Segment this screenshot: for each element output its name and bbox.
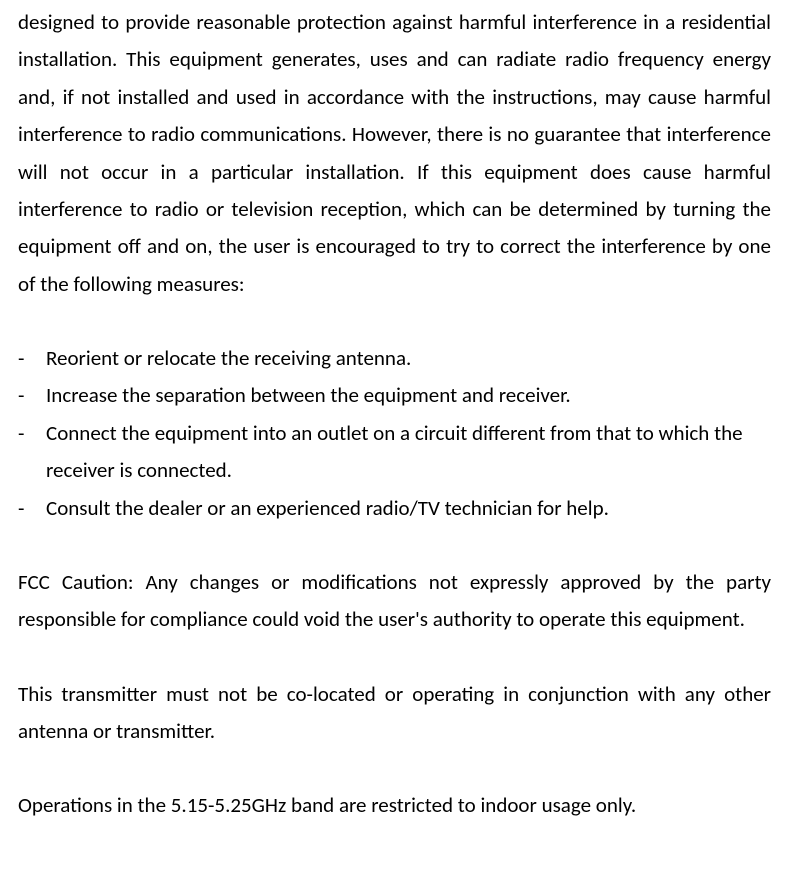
bullet-marker: - <box>18 340 24 377</box>
intro-paragraph: designed to provide reasonable protectio… <box>18 4 771 303</box>
operations-notice-paragraph: Operations in the 5.15-5.25GHz band are … <box>18 787 771 824</box>
bullet-list: - Reorient or relocate the receiving ant… <box>18 340 771 527</box>
list-item-text: Reorient or relocate the receiving anten… <box>46 345 411 371</box>
fcc-caution-paragraph: FCC Caution: Any changes or modification… <box>18 564 771 639</box>
list-item: - Connect the equipment into an outlet o… <box>18 415 771 490</box>
list-item-text: Consult the dealer or an experienced rad… <box>46 495 609 521</box>
list-item: - Increase the separation between the eq… <box>18 377 771 414</box>
list-item: - Reorient or relocate the receiving ant… <box>18 340 771 377</box>
list-item: - Consult the dealer or an experienced r… <box>18 490 771 527</box>
bullet-marker: - <box>18 377 24 414</box>
list-item-text: Increase the separation between the equi… <box>46 382 571 408</box>
spacer <box>18 639 771 676</box>
list-item-text: Connect the equipment into an outlet on … <box>46 420 743 483</box>
spacer <box>18 527 771 564</box>
transmitter-notice-paragraph: This transmitter must not be co-located … <box>18 676 771 751</box>
spacer <box>18 303 771 340</box>
spacer <box>18 750 771 787</box>
bullet-marker: - <box>18 415 24 452</box>
bullet-marker: - <box>18 490 24 527</box>
